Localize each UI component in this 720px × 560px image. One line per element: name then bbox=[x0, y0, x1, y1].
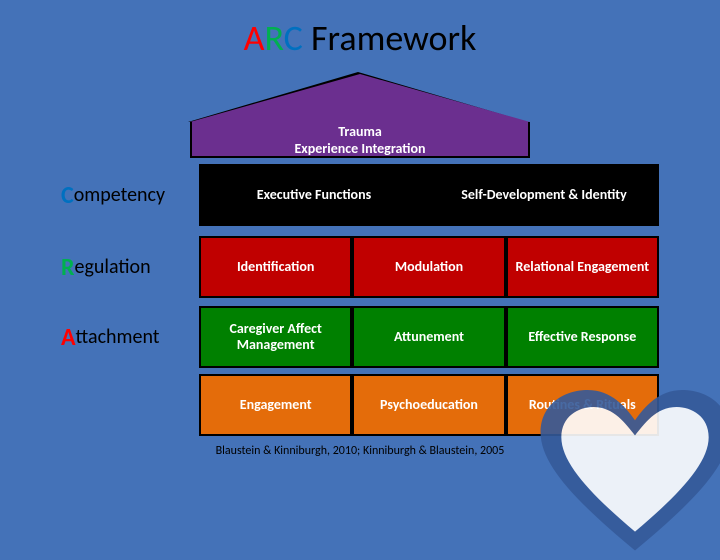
grid-cell: Relational Engagement bbox=[506, 236, 659, 298]
heart-icon bbox=[540, 390, 720, 560]
grid-row: CompetencyExecutive FunctionsSelf-Develo… bbox=[61, 164, 659, 226]
row-label bbox=[61, 374, 199, 436]
page-title: ARC Framework bbox=[0, 0, 720, 60]
roof-line1: Trauma bbox=[192, 124, 528, 141]
grid-cell: Self-Development & Identity bbox=[429, 164, 659, 226]
grid-cell: Engagement bbox=[199, 374, 352, 436]
row-label: Regulation bbox=[61, 236, 199, 298]
roof-band: Trauma Experience Integration bbox=[190, 122, 530, 158]
row-label-rest: ompetency bbox=[74, 183, 165, 207]
row-boxes: Caregiver Affect ManagementAttunementEff… bbox=[199, 306, 659, 368]
title-r: R bbox=[264, 16, 283, 60]
row-label-letter: R bbox=[61, 253, 75, 282]
roof-line2: Experience Integration bbox=[192, 141, 528, 158]
grid-cell: Caregiver Affect Management bbox=[199, 306, 352, 368]
grid-cell: Psychoeducation bbox=[352, 374, 505, 436]
grid-cell: Effective Response bbox=[506, 306, 659, 368]
title-c: C bbox=[284, 16, 303, 60]
grid-row: RegulationIdentificationModulationRelati… bbox=[61, 236, 659, 298]
row-label-rest: ttachment bbox=[76, 325, 160, 349]
title-a: A bbox=[244, 16, 265, 60]
row-boxes: Executive FunctionsSelf-Development & Id… bbox=[199, 164, 659, 226]
grid-row: AttachmentCaregiver Affect ManagementAtt… bbox=[61, 306, 659, 368]
roof-section: Trauma Experience Integration bbox=[190, 74, 530, 158]
row-boxes: IdentificationModulationRelational Engag… bbox=[199, 236, 659, 298]
row-label-rest: egulation bbox=[75, 255, 151, 279]
row-label-letter: C bbox=[61, 181, 74, 210]
title-rest: Framework bbox=[303, 16, 477, 60]
grid-cell: Executive Functions bbox=[199, 164, 429, 226]
row-label: Attachment bbox=[61, 306, 199, 368]
grid-cell: Attunement bbox=[352, 306, 505, 368]
row-label: Competency bbox=[61, 164, 199, 226]
grid-cell: Modulation bbox=[352, 236, 505, 298]
grid-cell: Identification bbox=[199, 236, 352, 298]
row-label-letter: A bbox=[61, 323, 76, 352]
roof-triangle bbox=[190, 74, 530, 122]
